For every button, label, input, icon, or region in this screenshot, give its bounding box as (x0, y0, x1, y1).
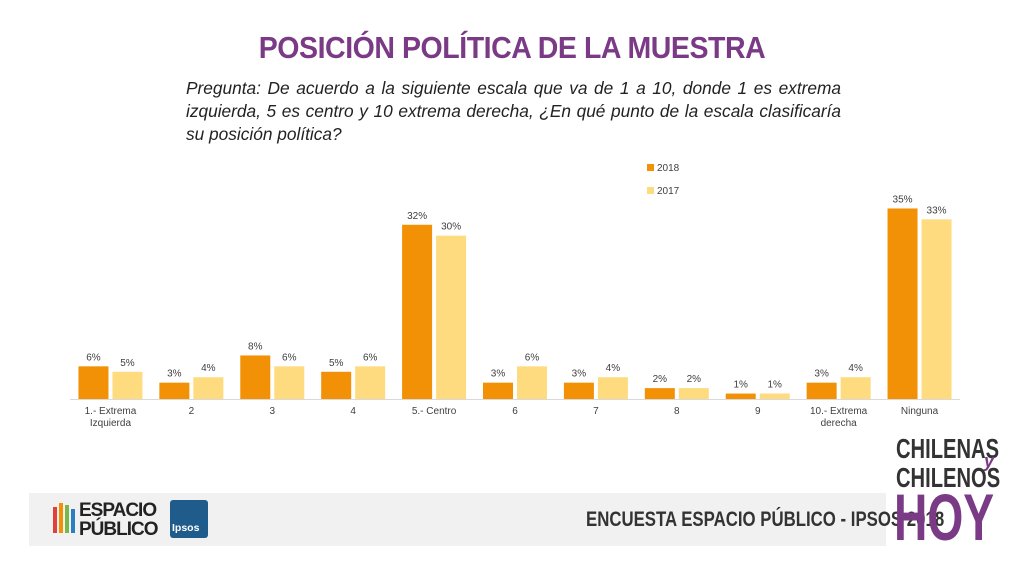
brand-connector: y (984, 451, 995, 471)
bar-2017-4 (436, 235, 467, 399)
bar-2018-8 (725, 393, 756, 399)
data-label-2018-8: 1% (734, 380, 749, 391)
bar-2017-7 (678, 388, 709, 399)
bar-2018-6 (563, 382, 594, 399)
x-tick-label-6-0: 7 (593, 406, 599, 417)
data-label-2017-9: 4% (848, 363, 863, 374)
bar-2018-5 (483, 382, 513, 399)
espacio-publico-line2: PÚBLICO (79, 519, 158, 540)
espacio-publico-logo-icon (53, 503, 75, 533)
x-tick-label-9-1: derecha (821, 418, 858, 429)
data-label-2017-6: 4% (606, 363, 621, 374)
data-label-2018-7: 2% (653, 374, 668, 385)
data-label-2018-10: 35% (893, 194, 913, 205)
bar-2017-8 (759, 393, 790, 399)
bar-2017-1 (193, 377, 224, 399)
bar-2018-4 (402, 224, 433, 399)
x-tick-label-3-0: 4 (350, 406, 356, 417)
data-label-2018-5: 3% (491, 369, 506, 380)
data-label-2018-1: 3% (167, 369, 182, 380)
data-label-2018-2: 8% (248, 341, 263, 352)
x-tick-label-10-0: Ninguna (901, 406, 939, 417)
data-label-2017-1: 4% (201, 363, 216, 374)
data-label-2017-10: 33% (927, 205, 947, 216)
footer-caption: ENCUESTA ESPACIO PÚBLICO - IPSOS 2018 (586, 508, 945, 531)
bar-2017-6 (597, 377, 628, 399)
x-tick-label-2-0: 3 (269, 406, 275, 417)
data-label-2017-4: 30% (441, 222, 461, 233)
data-label-2017-0: 5% (120, 358, 135, 369)
bar-2018-3 (321, 371, 352, 399)
legend-swatch-2017 (647, 187, 654, 194)
data-label-2018-9: 3% (814, 369, 829, 380)
data-label-2017-3: 6% (363, 352, 378, 363)
data-label-2018-3: 5% (329, 358, 344, 369)
bar-2017-0 (112, 371, 143, 399)
x-tick-label-7-0: 8 (674, 406, 680, 417)
data-label-2017-8: 1% (768, 380, 783, 391)
bar-2018-10 (887, 208, 918, 399)
x-tick-label-1-0: 2 (189, 406, 195, 417)
ipsos-logo-text: Ipsos (172, 522, 200, 534)
bar-2017-3 (355, 366, 386, 399)
x-tick-label-8-0: 9 (755, 406, 761, 417)
bar-2017-9 (840, 377, 871, 399)
brand-line1: CHILENAS (896, 433, 1000, 464)
x-tick-label-0-0: 1.- Extrema (85, 406, 137, 417)
espacio-publico-line1: ESPACIO (79, 500, 157, 521)
x-tick-label-5-0: 6 (512, 406, 518, 417)
data-label-2018-6: 3% (572, 369, 587, 380)
legend-label-2017: 2017 (657, 186, 680, 197)
bar-2018-7 (644, 388, 675, 399)
x-tick-label-9-0: 10.- Extrema (810, 406, 868, 417)
bar-2018-0 (78, 366, 109, 399)
legend-label-2018: 2018 (657, 163, 680, 174)
bar-2018-9 (806, 382, 837, 399)
data-label-2017-7: 2% (687, 374, 702, 385)
bar-2018-1 (159, 382, 190, 399)
bar-2017-5 (517, 366, 547, 399)
page-title: POSICIÓN POLÍTICA DE LA MUESTRA (258, 30, 766, 65)
data-label-2018-4: 32% (407, 211, 427, 222)
data-label-2017-5: 6% (525, 352, 540, 363)
data-label-2018-0: 6% (86, 352, 101, 363)
x-tick-label-4-0: 5.- Centro (412, 406, 457, 417)
survey-question: Pregunta: De acuerdo a la siguiente esca… (186, 78, 841, 144)
bar-2017-2 (274, 366, 305, 399)
x-tick-label-0-1: Izquierda (90, 418, 132, 429)
bar-2017-10 (921, 219, 952, 399)
legend-swatch-2018 (647, 164, 654, 171)
ipsos-logo (170, 500, 208, 538)
brand-line2: CHILENOS (896, 462, 1001, 493)
brand-line3: HOY (894, 480, 995, 554)
data-label-2017-2: 6% (282, 352, 297, 363)
bar-2018-2 (240, 355, 271, 399)
